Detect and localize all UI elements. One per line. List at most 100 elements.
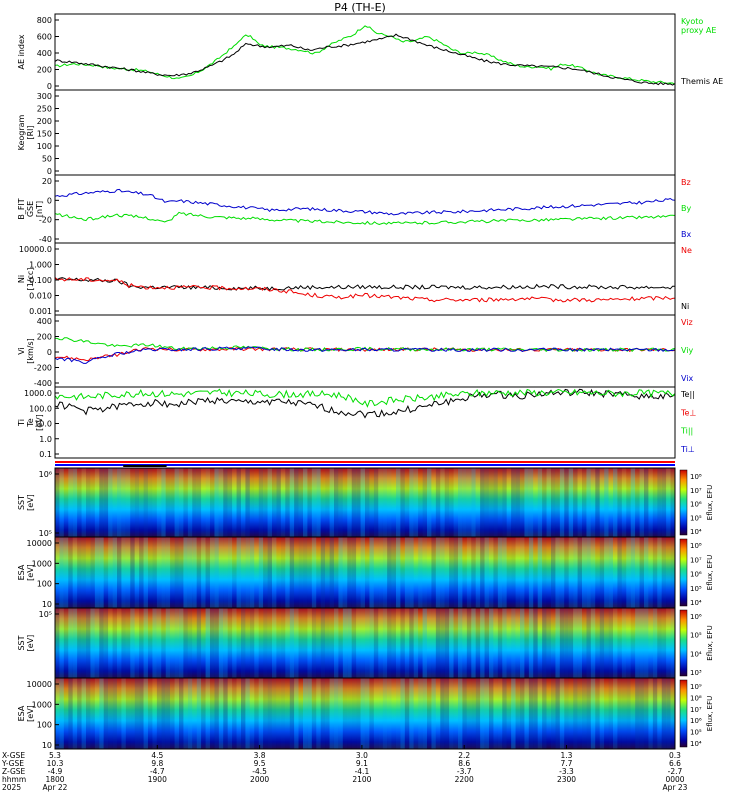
x-tick-label: 2.2 xyxy=(458,751,470,760)
spectrogram-column xyxy=(595,468,600,537)
spectrogram-column xyxy=(183,468,188,537)
spectrogram-column xyxy=(125,537,131,608)
colorbar-tick: 10⁸ xyxy=(690,694,702,702)
spectrogram-column xyxy=(103,468,109,537)
spectrogram-column xyxy=(210,468,215,537)
spectrogram-column xyxy=(267,608,272,678)
spectrogram-column xyxy=(272,678,277,749)
x-tick-label: Apr 23 xyxy=(663,783,688,792)
spectrogram-column xyxy=(506,678,512,749)
y-tick-label: 0 xyxy=(47,167,52,176)
spectrogram-column xyxy=(666,608,671,678)
x-tick-label: 9.5 xyxy=(254,759,266,768)
spectrogram-column xyxy=(59,678,64,749)
spectrogram-column xyxy=(555,678,560,749)
spectrogram-column xyxy=(604,537,609,608)
spectrogram-column xyxy=(170,537,175,608)
spectrogram-column xyxy=(586,537,591,608)
spectrogram-column xyxy=(621,608,627,678)
panel-esa_ion: 10⁸ 10⁷ 10⁶ 10⁵ 10⁴ Eflux, EFU 10000 1000 100 10 E… xyxy=(17,536,714,609)
spectrogram-column xyxy=(59,537,64,608)
spectrogram-column xyxy=(280,678,286,749)
x-tick-label: -4.1 xyxy=(355,767,370,776)
spectrogram-column xyxy=(298,678,303,749)
y-tick-label: 800 xyxy=(37,16,52,25)
spectrogram-column xyxy=(475,678,481,749)
spectrogram-column xyxy=(453,608,458,678)
spectrogram-column xyxy=(223,608,228,678)
spectrogram-column xyxy=(165,468,171,537)
spectrogram-column xyxy=(608,608,613,678)
spectrogram-column xyxy=(378,678,383,749)
spectrogram-column xyxy=(81,678,86,749)
y-tick-label: 1000 xyxy=(32,559,52,568)
colorbar-tick: 10⁷ xyxy=(690,556,702,564)
spectrogram-column xyxy=(599,678,605,749)
spectrogram-column xyxy=(608,537,613,608)
spectrogram-column xyxy=(413,608,419,678)
spectrogram-column xyxy=(130,608,135,678)
y-tick-label: 600 xyxy=(37,33,52,42)
colorbar-tick: 10⁵ xyxy=(690,632,702,640)
spectrogram-column xyxy=(249,678,255,749)
spectrogram-column xyxy=(661,678,667,749)
spectrogram-column xyxy=(334,608,339,678)
spectrogram-column xyxy=(90,608,95,678)
spectrogram-column xyxy=(506,468,512,537)
spectrogram-column xyxy=(307,608,312,678)
colorbar-tick: 10⁴ xyxy=(690,599,702,607)
spectrogram-column xyxy=(511,608,516,678)
spectrogram-column xyxy=(639,608,644,678)
spectrogram-column xyxy=(236,608,241,678)
spectrogram-column xyxy=(528,537,534,608)
spectrogram-column xyxy=(289,678,295,749)
y-axis-label: [eV] xyxy=(35,414,44,431)
panel-frame xyxy=(54,174,676,244)
spectrogram-column xyxy=(245,468,250,537)
spectrogram-column xyxy=(192,468,197,537)
spectrogram-column xyxy=(139,608,144,678)
y-tick-label: 100.0 xyxy=(29,404,52,413)
spectrogram-column xyxy=(537,468,543,537)
spectrogram-column xyxy=(489,678,494,749)
spectrogram-column xyxy=(427,468,432,537)
spectrogram-column xyxy=(657,537,662,608)
legend-entry: By xyxy=(681,204,691,213)
spectrogram-column xyxy=(422,608,427,678)
x-tick-label: 9.8 xyxy=(151,759,163,768)
spectrogram-column xyxy=(241,678,246,749)
spectrogram-column xyxy=(227,537,233,608)
spectrogram-column xyxy=(652,537,658,608)
y-tick-label: -40 xyxy=(39,235,52,244)
spectrogram-column xyxy=(55,608,60,678)
spectrogram-column xyxy=(280,468,286,537)
spectrogram-column xyxy=(400,678,405,749)
spectrogram-column xyxy=(81,608,86,678)
spectrogram-column xyxy=(497,678,503,749)
spectrogram-column xyxy=(86,537,91,608)
spectrogram-column xyxy=(409,608,414,678)
x-tick-label: 5.3 xyxy=(49,751,61,760)
spectrogram-column xyxy=(440,608,445,678)
spectrogram-column xyxy=(108,608,113,678)
spectrogram-column xyxy=(130,678,135,749)
spectrogram-column xyxy=(599,608,605,678)
colorbar-tick: 10⁶ xyxy=(690,501,702,509)
spectrogram-column xyxy=(214,678,219,749)
spectrogram-column xyxy=(210,608,215,678)
spectrogram-column xyxy=(86,468,91,537)
spectrogram-column xyxy=(559,608,565,678)
spectrogram-column xyxy=(515,608,520,678)
spectrogram-column xyxy=(648,678,653,749)
spectrogram-column xyxy=(77,468,82,537)
spectrogram-column xyxy=(347,678,352,749)
spectrogram-column xyxy=(81,537,86,608)
x-tick-label: 1900 xyxy=(148,775,167,784)
spectrogram-column xyxy=(329,537,334,608)
spectrogram-column xyxy=(108,537,113,608)
spectrogram-column xyxy=(125,678,131,749)
spectrogram-column xyxy=(63,678,69,749)
spectrogram-column xyxy=(205,537,210,608)
y-axis-label: [1/cc] xyxy=(26,268,35,291)
spectrogram-column xyxy=(604,608,609,678)
